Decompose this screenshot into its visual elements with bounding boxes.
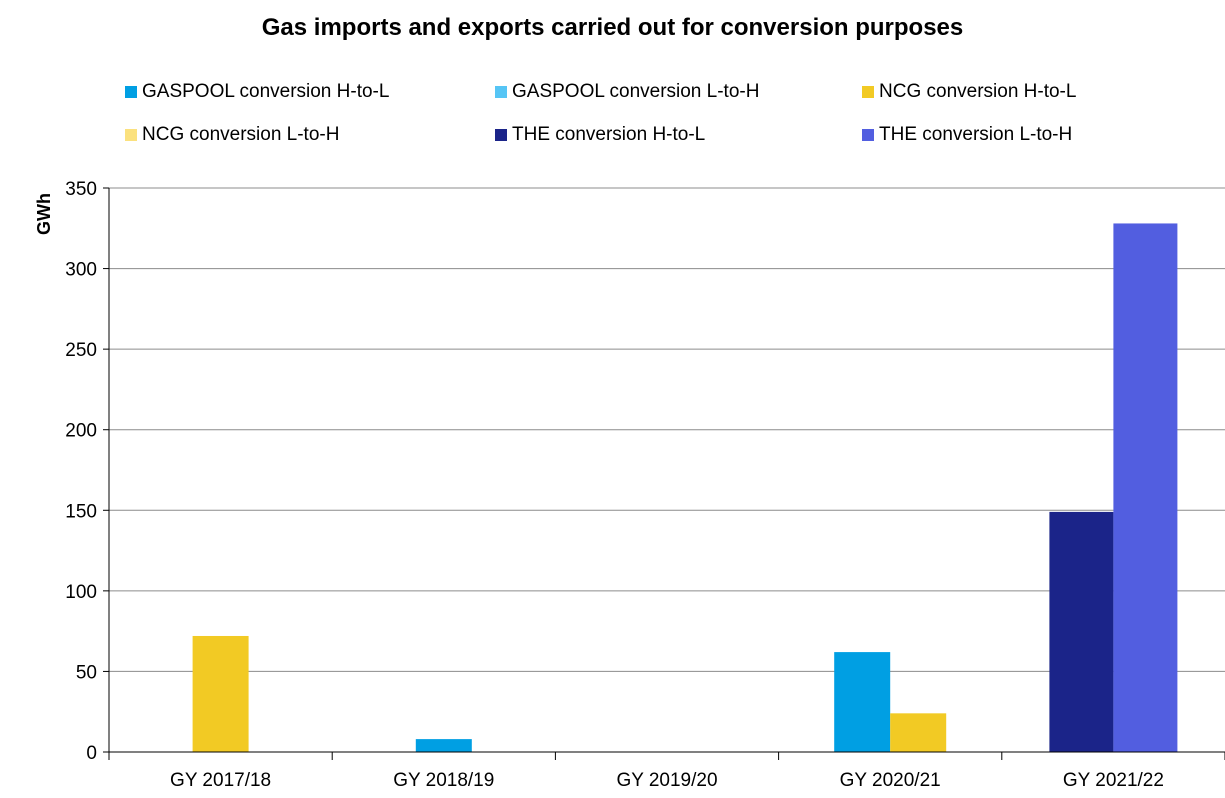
bar	[415, 739, 472, 752]
legend-label: NCG conversion H-to-L	[879, 81, 1077, 102]
legend-swatch	[125, 129, 137, 141]
y-tick-label: 350	[65, 179, 97, 200]
legend-label: GASPOOL conversion L-to-H	[512, 81, 760, 102]
legend-label: THE conversion H-to-L	[512, 124, 706, 145]
gridlines	[109, 187, 1225, 672]
y-tick-label: 200	[65, 421, 97, 442]
legend-item-gaspool-l-to-h: GASPOOL conversion L-to-H	[495, 79, 759, 105]
legend-item-the-l-to-h: THE conversion L-to-H	[862, 122, 1072, 148]
x-tick-label: GY 2018/19	[393, 770, 494, 791]
tick-labels: 0 50 100 150 200 250 300 350 GY 2017/18 GY 2018/1…	[65, 179, 1164, 791]
legend-item-gaspool-h-to-l: GASPOOL conversion H-to-L	[125, 79, 389, 105]
legend-item-ncg-h-to-l: NCG conversion H-to-L	[862, 79, 1076, 105]
bar	[1113, 223, 1178, 753]
y-tick-label: 50	[76, 662, 97, 683]
legend-item-the-h-to-l: THE conversion H-to-L	[495, 122, 705, 148]
legend-swatch	[862, 129, 874, 141]
x-tick-label: GY 2017/18	[170, 770, 271, 791]
legend-item-ncg-l-to-h: NCG conversion L-to-H	[125, 122, 339, 148]
legend-label: NCG conversion L-to-H	[142, 124, 340, 145]
y-axis-label: GWh	[34, 193, 54, 235]
legend-swatch	[495, 129, 507, 141]
y-tick-label: 100	[65, 582, 97, 603]
legend-swatch	[862, 86, 874, 98]
y-tick-label: 0	[86, 743, 97, 764]
x-tick-label: GY 2021/22	[1063, 770, 1164, 791]
legend-label: GASPOOL conversion H-to-L	[142, 81, 390, 102]
bar	[890, 713, 947, 752]
bar	[192, 635, 249, 752]
legend-label: THE conversion L-to-H	[879, 124, 1073, 145]
legend-swatch	[125, 86, 137, 98]
legend-swatch	[495, 86, 507, 98]
chart-title: Gas imports and exports carried out for …	[261, 14, 964, 41]
y-tick-label: 150	[65, 501, 97, 522]
legend: GASPOOL conversion H-to-L GASPOOL conver…	[0, 0, 1225, 160]
y-tick-label: 250	[65, 340, 97, 361]
axes	[103, 187, 1225, 760]
bar	[1049, 511, 1114, 752]
bar	[834, 652, 891, 752]
y-tick-label: 300	[65, 260, 97, 281]
bars	[192, 223, 1178, 753]
x-tick-label: GY 2019/20	[616, 770, 717, 791]
x-tick-label: GY 2020/21	[840, 770, 941, 791]
